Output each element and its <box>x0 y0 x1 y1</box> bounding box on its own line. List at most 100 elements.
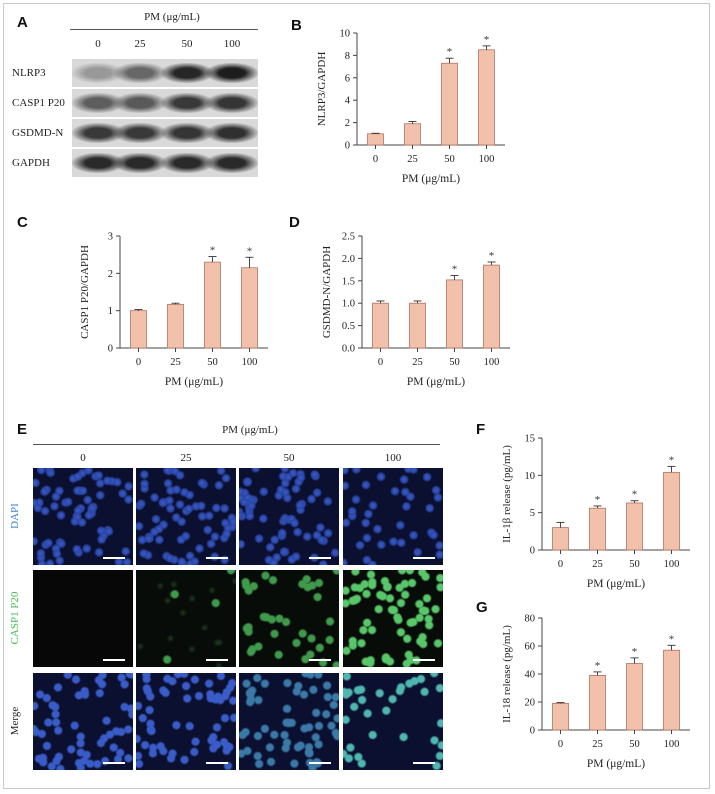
y-axis-label: GSDMD-N/GAPDH <box>321 246 333 338</box>
x-tick-label: 100 <box>484 357 500 368</box>
panel-label-a: A <box>17 14 28 31</box>
micro-image-tile <box>239 468 339 565</box>
micro-image-tile <box>239 570 339 667</box>
y-tick-label: 5 <box>530 508 535 519</box>
bar <box>404 123 421 146</box>
micro-image-tile <box>33 673 133 770</box>
wb-blot-strip <box>72 149 258 177</box>
x-tick-label: 0 <box>558 559 563 570</box>
y-tick-label: 1 <box>108 306 113 317</box>
y-tick-label: 1.0 <box>342 299 355 310</box>
scale-bar <box>309 659 331 661</box>
panel-label-b: B <box>291 17 302 34</box>
scale-bar <box>413 659 435 661</box>
significance-marker: * <box>632 489 638 501</box>
significance-marker: * <box>669 454 675 466</box>
scale-bar <box>206 762 228 764</box>
significance-marker: * <box>247 245 253 257</box>
wb-dose-label: 50 <box>181 38 193 50</box>
y-tick-label: 0.5 <box>342 321 355 332</box>
wb-band <box>161 123 213 143</box>
micro-dose-label: 100 <box>384 452 402 464</box>
y-tick-label: 60 <box>525 642 536 653</box>
scale-bar <box>413 557 435 559</box>
y-tick-label: 3 <box>108 232 113 243</box>
micro-image-tile <box>343 570 443 667</box>
wb-band <box>72 93 124 113</box>
bar <box>663 649 680 731</box>
wb-band <box>114 153 166 173</box>
y-tick-label: 0 <box>530 546 535 557</box>
y-axis-label: IL-1β release (pg/mL) <box>501 445 513 543</box>
bar <box>441 62 458 146</box>
significance-marker: * <box>669 633 675 645</box>
significance-marker: * <box>595 660 601 672</box>
bar <box>552 703 569 731</box>
bar <box>626 663 643 731</box>
micro-image-tile <box>33 570 133 667</box>
wb-band <box>206 63 258 83</box>
wb-band <box>206 153 258 173</box>
y-tick-label: 40 <box>525 670 536 681</box>
x-tick-label: 50 <box>629 739 640 750</box>
y-axis-label: IL-18 release (pg/mL) <box>501 625 513 723</box>
bar <box>167 303 184 349</box>
y-tick-label: 80 <box>525 614 536 625</box>
bar <box>478 49 495 146</box>
x-tick-label: 100 <box>479 154 495 165</box>
x-tick-label: 0 <box>558 739 563 750</box>
chart-il18: 0 20 40 60 80 0 * 25 * 50 * 100 PM (μg/mL) IL-18 rele… <box>501 614 690 770</box>
bar <box>663 471 680 551</box>
scale-bar <box>309 557 331 559</box>
x-tick-label: 25 <box>592 559 603 570</box>
micro-header-rule <box>33 444 440 445</box>
x-tick-label: 25 <box>592 739 603 750</box>
wb-band <box>206 123 258 143</box>
wb-band <box>161 153 213 173</box>
y-tick-label: 2.5 <box>342 232 355 243</box>
x-tick-label: 0 <box>136 357 141 368</box>
x-tick-label: 50 <box>444 154 455 165</box>
bar <box>589 507 606 551</box>
panel-label-g: G <box>476 599 488 616</box>
wb-band <box>114 63 166 83</box>
bar <box>626 502 643 551</box>
micro-dose-label: 25 <box>180 452 192 464</box>
significance-marker: * <box>447 46 453 58</box>
panel-label-d: D <box>289 214 300 231</box>
micro-image-tile <box>136 570 236 667</box>
y-tick-label: 0 <box>345 141 350 152</box>
bar <box>241 267 258 349</box>
x-tick-label: 50 <box>207 357 218 368</box>
bar <box>367 133 384 146</box>
scale-bar <box>103 557 125 559</box>
wb-header: PM (μg/mL) <box>144 11 200 23</box>
y-tick-label: 2 <box>108 269 113 280</box>
wb-header-rule <box>70 29 258 30</box>
wb-dose-label: 0 <box>95 38 101 50</box>
significance-marker: * <box>484 34 490 46</box>
wb-row-label: GAPDH <box>12 157 50 169</box>
panel-label-c: C <box>17 214 28 231</box>
scale-bar <box>206 557 228 559</box>
y-tick-label: 0.0 <box>342 344 355 355</box>
x-tick-label: 0 <box>378 357 383 368</box>
bar <box>483 264 500 349</box>
y-tick-label: 10 <box>340 29 351 40</box>
significance-marker: * <box>452 263 458 275</box>
scale-bar <box>309 762 331 764</box>
x-tick-label: 25 <box>412 357 423 368</box>
micro-row-label: CASP1 P20 <box>9 591 21 644</box>
y-tick-label: 4 <box>345 96 351 107</box>
wb-row-label: CASP1 P20 <box>12 97 65 109</box>
bar <box>409 302 426 349</box>
micro-row-label: DAPI <box>9 502 21 529</box>
wb-blot-strip <box>72 119 258 147</box>
wb-band <box>114 93 166 113</box>
significance-marker: * <box>595 494 601 506</box>
wb-band <box>72 153 124 173</box>
wb-band <box>161 93 213 113</box>
wb-band <box>114 123 166 143</box>
micro-image-tile <box>343 468 443 565</box>
bar <box>130 310 147 349</box>
